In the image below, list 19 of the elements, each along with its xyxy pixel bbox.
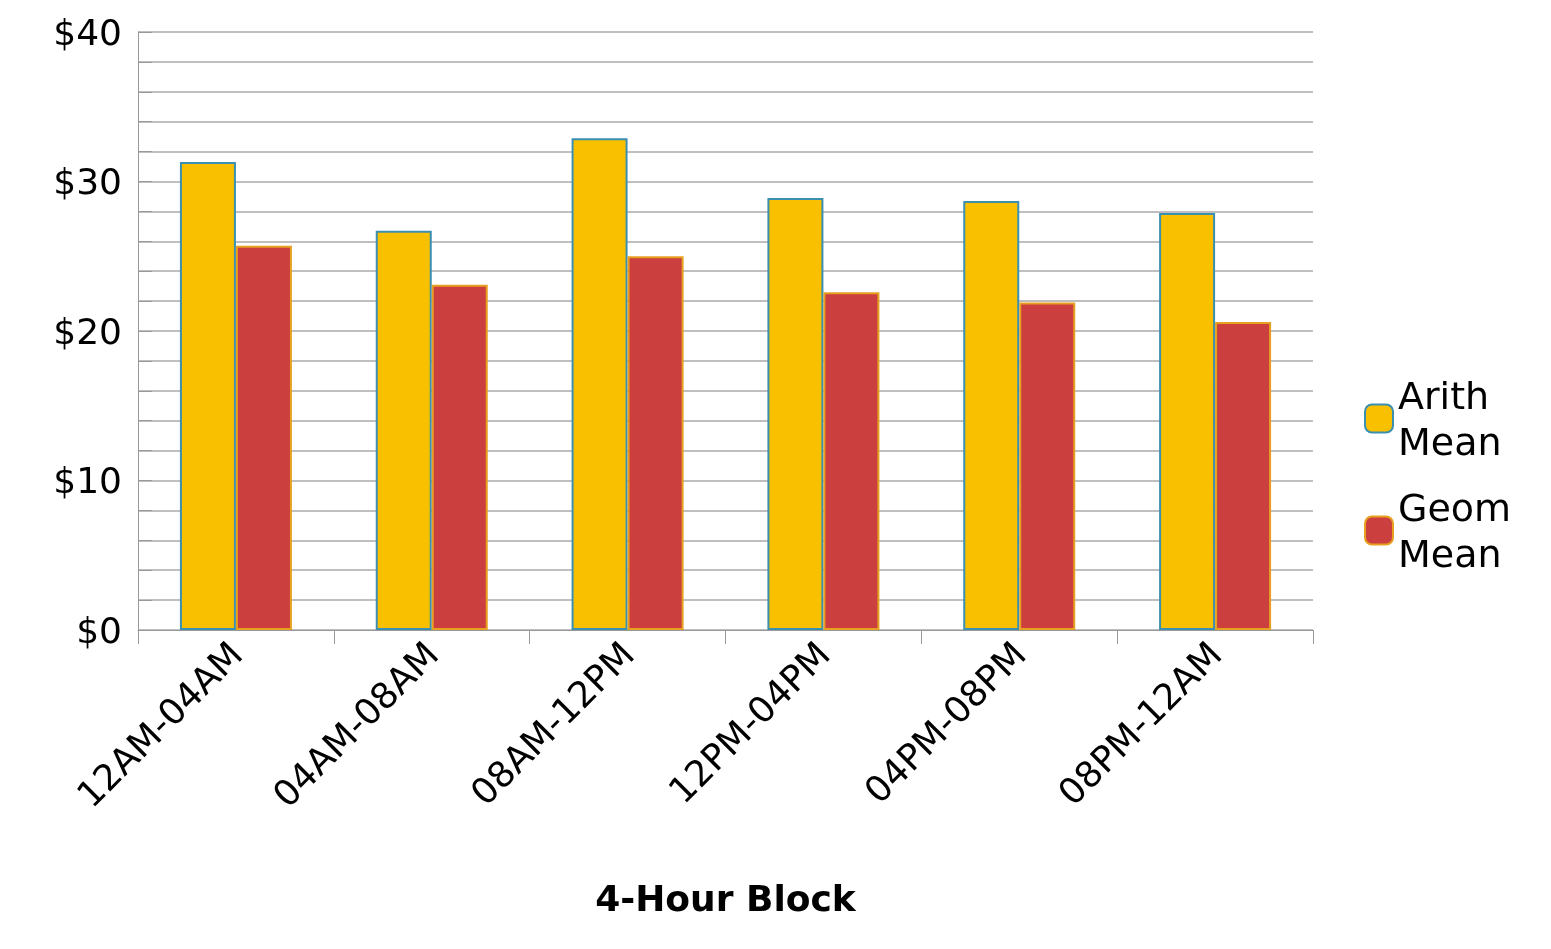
bar	[1019, 302, 1076, 630]
y-tick-label: $30	[53, 161, 122, 202]
bar	[823, 292, 880, 630]
bar	[571, 138, 628, 630]
x-axis-title: 4-Hour Block	[595, 877, 857, 919]
bar	[1215, 322, 1272, 630]
bar	[963, 200, 1020, 630]
bar	[627, 256, 684, 630]
legend-label: Geom Mean	[1398, 485, 1524, 576]
bar	[179, 162, 236, 630]
bar	[767, 197, 824, 630]
y-tick-label: $40	[53, 11, 122, 53]
legend-label: Arith Mean	[1398, 373, 1502, 464]
bar	[235, 245, 292, 630]
bar	[375, 230, 432, 630]
y-tick-label: $10	[53, 460, 122, 501]
bar	[431, 284, 488, 630]
bar	[1159, 212, 1216, 630]
y-tick-label: $20	[53, 310, 122, 352]
